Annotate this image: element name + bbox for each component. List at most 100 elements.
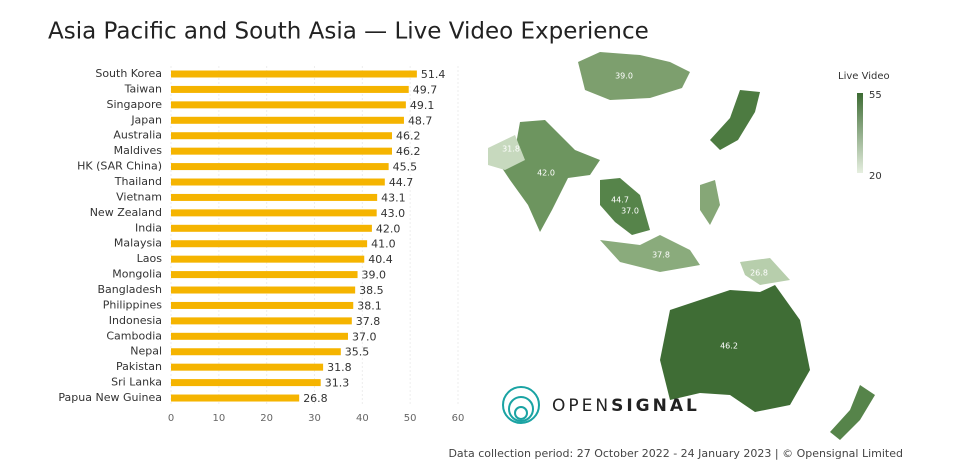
value-label: 31.8 [327,361,352,374]
bar [171,394,300,402]
category-label: Japan [130,113,162,126]
category-label: Indonesia [109,314,162,327]
value-label: 31.3 [325,377,350,390]
value-label: 37.0 [352,330,377,343]
category-label: Taiwan [124,82,162,95]
indonesia [600,235,700,272]
value-label: 44.7 [389,176,414,189]
footer: Data collection period: 27 October 2022 … [448,447,903,460]
bar [171,224,372,232]
legend-title: Live Video [838,71,890,82]
value-label: 48.7 [408,114,433,127]
australia [660,285,810,412]
value-label: 43.1 [381,191,406,204]
value-label: 39.0 [362,269,387,282]
bar [171,363,324,371]
map-label: 39.0 [615,72,633,81]
category-label: Sri Lanka [111,376,162,389]
x-tick-label: 50 [404,413,417,424]
logo-bold: SIGNAL [611,396,700,416]
title: Asia Pacific and South Asia — Live Video… [48,19,649,45]
value-label: 42.0 [376,222,401,235]
category-label: Philippines [103,298,163,311]
map-label: 44.7 [611,196,629,205]
bar [171,147,392,155]
bar [171,209,377,217]
category-label: Bangladesh [98,283,163,296]
bar [171,271,358,279]
map-label: 37.0 [621,207,639,216]
bar [171,101,406,109]
map-label: 37.8 [652,251,670,260]
value-label: 45.5 [393,161,418,174]
map [488,52,875,440]
bar [171,193,378,201]
bar [171,332,348,340]
bar [171,116,404,124]
map-label: 42.0 [537,169,555,178]
value-label: 49.7 [413,83,438,96]
logo-ring [514,406,528,420]
legend-min: 20 [869,171,882,182]
x-tick-label: 60 [452,413,465,424]
mongolia [578,52,690,100]
value-label: 49.1 [410,99,435,112]
value-label: 40.4 [368,253,393,266]
category-label: Malaysia [114,237,162,250]
category-label: Laos [137,252,163,265]
value-label: 43.0 [381,207,406,220]
value-label: 38.1 [357,299,382,312]
logo-ring [508,396,534,422]
category-label: Australia [113,129,162,142]
pakistan [488,135,525,170]
bar [171,132,392,140]
map-label: 31.8 [502,145,520,154]
bar [171,317,352,325]
value-label: 35.5 [345,346,370,359]
map-label: 26.8 [750,269,768,278]
value-label: 46.2 [396,130,421,143]
category-label: India [135,221,162,234]
map-label: 46.2 [720,342,738,351]
category-label: Nepal [130,345,162,358]
se-asia [600,178,650,235]
new-zealand [830,385,875,440]
value-label: 38.5 [359,284,384,297]
category-label: Singapore [107,98,163,111]
png [740,258,790,285]
x-tick-label: 10 [212,413,225,424]
category-label: Thailand [114,175,162,188]
bar [171,255,365,263]
legend-scale [857,93,863,173]
category-label: Vietnam [116,190,162,203]
value-label: 26.8 [303,392,328,405]
x-tick-label: 0 [168,413,174,424]
philippines [700,180,720,225]
bar [171,286,356,294]
category-label: South Korea [95,67,162,80]
value-label: 41.0 [371,238,396,251]
value-label: 51.4 [421,68,446,81]
bar [171,178,385,186]
japan [710,90,760,150]
value-label: 37.8 [356,315,381,328]
category-label: Cambodia [106,329,162,342]
logo-text: OPENSIGNAL [552,396,700,416]
bar [171,163,389,171]
value-label: 46.2 [396,145,421,158]
bar [171,348,341,356]
category-label: New Zealand [90,206,162,219]
category-label: HK (SAR China) [77,160,162,173]
bar [171,240,368,248]
bar [171,301,354,309]
legend-max: 55 [869,90,882,101]
category-label: Mongolia [112,268,162,281]
x-tick-label: 20 [260,413,273,424]
bar [171,70,417,78]
category-label: Papua New Guinea [58,391,162,404]
logo-light: OPEN [552,396,611,416]
bar [171,379,321,387]
india [500,120,600,232]
x-tick-label: 30 [308,413,321,424]
